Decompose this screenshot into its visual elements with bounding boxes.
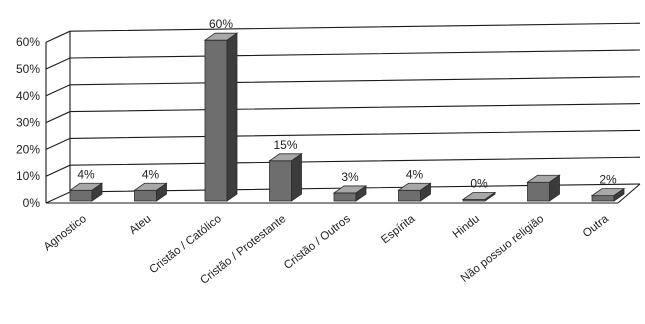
y-tick-label: 20% bbox=[16, 142, 40, 156]
bar-side bbox=[549, 174, 560, 202]
bar-side bbox=[91, 182, 103, 202]
bar-side bbox=[291, 153, 302, 202]
bar-front bbox=[591, 195, 615, 202]
bar-front bbox=[134, 189, 157, 202]
bar-side bbox=[156, 182, 167, 202]
gridline bbox=[45, 103, 641, 124]
bar-side bbox=[420, 182, 431, 202]
data-label: 4% bbox=[77, 167, 95, 181]
y-tick-label: 60% bbox=[16, 35, 40, 49]
data-label: 15% bbox=[273, 138, 297, 152]
category-label: Agnostico bbox=[42, 213, 89, 254]
bar-side bbox=[226, 32, 238, 202]
gridline bbox=[45, 49, 641, 70]
y-tick-label: 10% bbox=[16, 169, 40, 183]
category-label: Espírita bbox=[379, 213, 418, 247]
data-label: 4% bbox=[406, 167, 424, 181]
gridline bbox=[45, 76, 641, 97]
bar-side bbox=[613, 187, 625, 202]
data-label: 4% bbox=[142, 167, 160, 181]
bar-front bbox=[398, 189, 421, 202]
data-label: 0% bbox=[470, 177, 488, 191]
data-label: 2% bbox=[599, 173, 617, 187]
y-tick-label: 40% bbox=[16, 89, 40, 103]
category-label: Hindu bbox=[451, 213, 482, 241]
bar-front bbox=[69, 189, 93, 202]
category-label: Ateu bbox=[127, 213, 153, 237]
bar-side bbox=[355, 185, 367, 202]
gridline bbox=[45, 22, 641, 43]
bar-front bbox=[333, 192, 357, 202]
bar-side bbox=[484, 191, 496, 202]
category-label: Cristão / Outros bbox=[282, 213, 353, 272]
bar-front bbox=[269, 160, 292, 202]
data-label: 60% bbox=[209, 17, 233, 31]
gridline bbox=[45, 129, 641, 150]
category-label: Outra bbox=[581, 213, 612, 241]
floor-right-edge bbox=[617, 183, 641, 204]
bar-front bbox=[204, 39, 228, 202]
y-tick-label: 50% bbox=[16, 62, 40, 76]
y-tick-label: 30% bbox=[16, 116, 40, 130]
data-label: 3% bbox=[341, 170, 359, 184]
y-tick-label: 0% bbox=[23, 196, 41, 210]
bar-front bbox=[527, 181, 550, 202]
